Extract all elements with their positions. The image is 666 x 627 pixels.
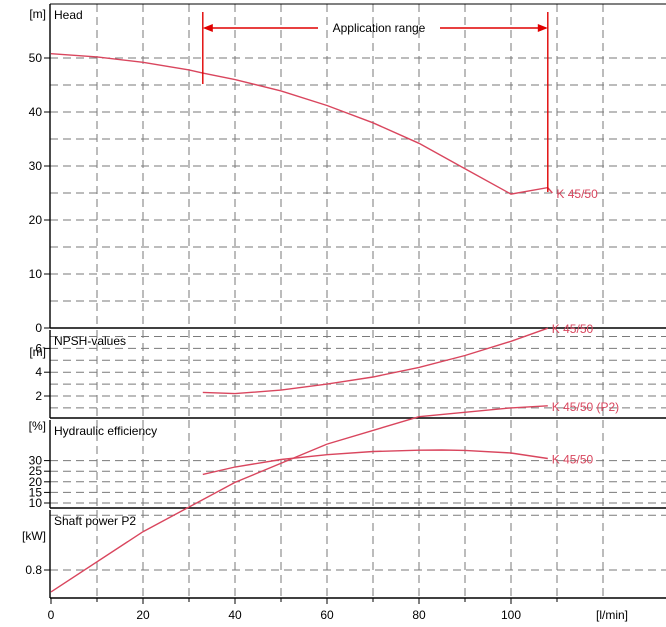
efficiency-panel-title: Hydraulic efficiency (54, 424, 157, 438)
range-arrowhead-right (537, 24, 548, 32)
series-line (202, 449, 548, 476)
series-line (202, 327, 549, 395)
x-tick-label: 40 (228, 608, 242, 622)
head-series-label: K 45/50 (556, 187, 598, 201)
x-tick-label: 100 (501, 608, 521, 622)
application-range-label: Application range (333, 21, 426, 35)
y-tick-label: 0.8 (25, 563, 42, 577)
y-tick-label: 10 (29, 267, 43, 281)
y-tick-label: 40 (29, 105, 43, 119)
y-tick-label: 20 (29, 475, 43, 489)
range-arrowhead-left (202, 24, 213, 32)
x-axis-unit: [l/min] (596, 608, 628, 622)
y-tick-label: 15 (29, 485, 43, 499)
npsh-series-label: K 45/50 (552, 322, 594, 336)
power-axis-unit: [kW] (22, 529, 46, 543)
y-tick-label: 30 (29, 159, 43, 173)
y-tick-label: 6 (35, 341, 42, 355)
y-tick-label: 20 (29, 213, 43, 227)
y-tick-label: 50 (29, 51, 43, 65)
npsh-panel-title: NPSH-values (54, 334, 126, 348)
y-tick-label: 30 (29, 454, 43, 468)
efficiency-axis-unit: [%] (29, 419, 46, 433)
x-tick-label: 20 (136, 608, 150, 622)
y-tick-label: 25 (29, 464, 43, 478)
series-line (50, 405, 548, 593)
y-tick-label: 10 (29, 496, 43, 510)
power-series-label: K 45/50 (P2) (552, 400, 619, 414)
npsh-axis-unit: [m] (29, 345, 46, 359)
x-tick-label: 60 (320, 608, 334, 622)
x-tick-label: 80 (412, 608, 426, 622)
efficiency-series-label: K 45/50 (552, 452, 594, 466)
head-panel-title: Head (54, 8, 83, 22)
y-tick-label: 0 (35, 321, 42, 335)
y-tick-label: 4 (35, 365, 42, 379)
x-tick-label: 0 (48, 608, 55, 622)
y-tick-label: 2 (35, 389, 42, 403)
series-line (50, 53, 553, 195)
power-panel-title: Shaft power P2 (54, 514, 136, 528)
head-axis-unit: [m] (29, 7, 46, 21)
